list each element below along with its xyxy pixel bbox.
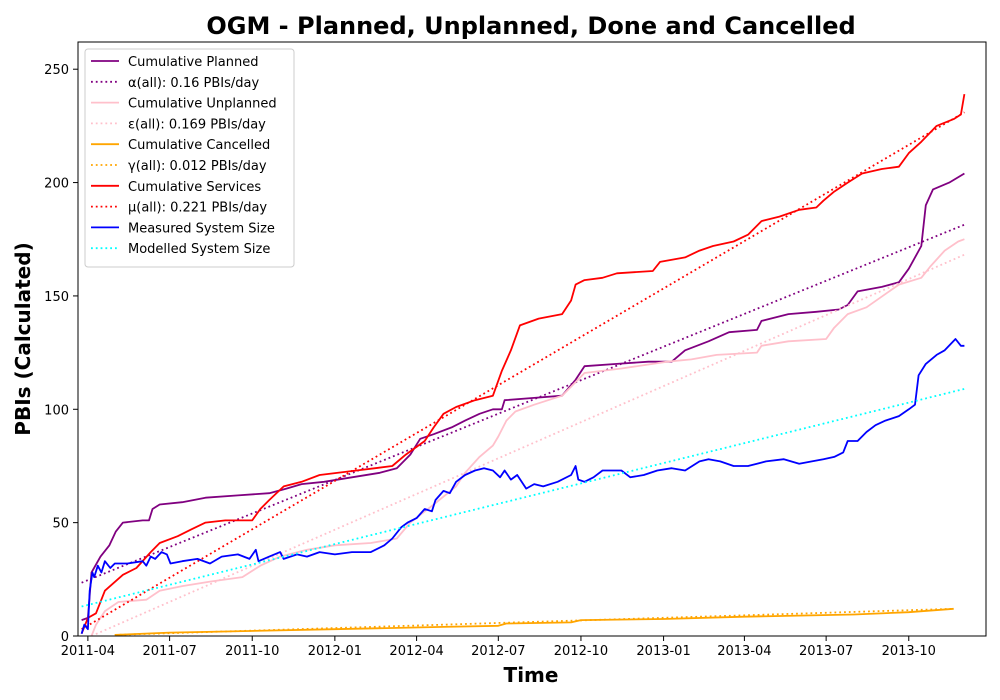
y-axis: 0 50 100 150 200 250 — [44, 63, 78, 645]
y-axis-label: PBIs (Calculated) — [11, 242, 35, 435]
x-tick-label: 2012-04 — [389, 644, 443, 659]
series-line-cumulative-cancelled — [114, 607, 954, 636]
series-layer — [80, 93, 966, 636]
y-tick-label: 50 — [52, 517, 69, 532]
x-tick-label: 2012-10 — [554, 644, 608, 659]
x-tick-label: 2013-04 — [717, 644, 771, 659]
x-axis: 2011-04 2011-07 2011-10 2012-01 2012-04 2012-… — [61, 636, 936, 659]
x-tick-label: 2013-10 — [882, 644, 936, 659]
y-tick-label: 0 — [61, 630, 69, 645]
legend-entry-cumulative-planned: Cumulative Planned — [128, 55, 258, 70]
legend-entry-all-0-16-pbis-day: α(all): 0.16 PBIs/day — [128, 76, 259, 91]
legend-entry-cumulative-services: Cumulative Services — [128, 180, 261, 195]
legend-entry-measured-system-size: Measured System Size — [128, 221, 275, 236]
chart-title: OGM - Planned, Unplanned, Done and Cance… — [206, 12, 855, 40]
legend-entry-modelled-system-size: Modelled System Size — [128, 242, 270, 257]
x-tick-label: 2012-01 — [308, 644, 362, 659]
y-tick-label: 200 — [44, 177, 69, 192]
legend-entry-cumulative-unplanned: Cumulative Unplanned — [128, 97, 277, 112]
x-tick-label: 2012-07 — [471, 644, 525, 659]
series-line-cumulative-planned — [81, 172, 965, 621]
x-tick-label: 2013-07 — [799, 644, 853, 659]
series-line-all-0-169-pbis-day — [91, 253, 965, 636]
x-tick-label: 2011-04 — [61, 644, 115, 659]
y-tick-label: 150 — [44, 290, 69, 305]
legend-box — [84, 48, 295, 268]
legend-entry-cumulative-cancelled: Cumulative Cancelled — [128, 138, 270, 153]
plot-frame — [77, 41, 987, 637]
legend-entry-all-0-012-pbis-day: γ(all): 0.012 PBIs/day — [128, 159, 267, 174]
y-tick-label: 250 — [44, 63, 69, 78]
y-tick-label: 100 — [44, 403, 69, 418]
series-line-all-0-012-pbis-day — [114, 607, 954, 636]
x-axis-label: Time — [504, 663, 559, 687]
x-tick-label: 2011-10 — [225, 644, 279, 659]
x-tick-label: 2013-01 — [636, 644, 690, 659]
legend: Cumulative Planned α(all): 0.16 PBIs/day C… — [84, 48, 295, 268]
series-line-all-0-16-pbis-day — [81, 223, 965, 584]
series-line-measured-system-size — [80, 338, 965, 634]
legend-entry-all-0-169-pbis-day: ε(all): 0.169 PBIs/day — [128, 117, 266, 132]
series-line-cumulative-services — [80, 93, 966, 635]
x-tick-label: 2011-07 — [142, 644, 196, 659]
legend-entry-all-0-221-pbis-day: μ(all): 0.221 PBIs/day — [128, 201, 267, 216]
